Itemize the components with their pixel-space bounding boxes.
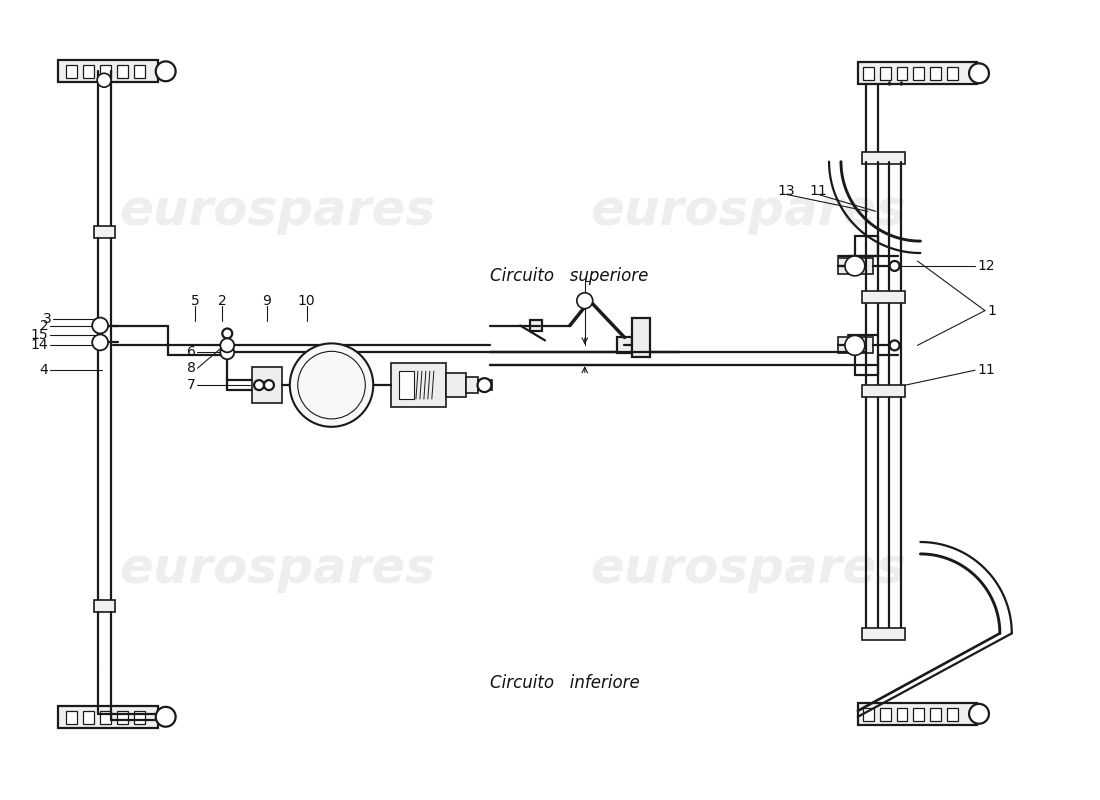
Bar xyxy=(931,67,942,80)
Bar xyxy=(632,318,650,358)
Bar xyxy=(947,708,958,721)
Text: eurospares: eurospares xyxy=(591,545,906,593)
Bar xyxy=(858,62,977,84)
Bar xyxy=(530,319,542,331)
Circle shape xyxy=(97,74,111,87)
Bar xyxy=(465,377,477,393)
Text: 9: 9 xyxy=(263,294,272,308)
Text: eurospares: eurospares xyxy=(119,187,435,235)
Circle shape xyxy=(254,380,264,390)
Circle shape xyxy=(477,378,492,392)
Bar xyxy=(58,706,157,728)
Circle shape xyxy=(92,318,108,334)
Text: 3: 3 xyxy=(43,311,52,326)
Bar xyxy=(862,708,873,721)
Circle shape xyxy=(264,380,274,390)
Bar xyxy=(861,629,904,640)
Bar xyxy=(58,60,157,82)
Circle shape xyxy=(890,261,900,271)
Bar xyxy=(95,226,116,238)
Text: Circuito   superiore: Circuito superiore xyxy=(491,267,649,285)
Circle shape xyxy=(156,707,176,726)
Text: 1: 1 xyxy=(987,304,996,318)
Bar xyxy=(477,380,493,390)
Circle shape xyxy=(890,341,900,350)
Bar xyxy=(84,711,95,724)
Bar xyxy=(117,711,128,724)
Bar xyxy=(896,708,907,721)
Bar xyxy=(66,66,77,78)
Text: Circuito   inferiore: Circuito inferiore xyxy=(491,674,640,692)
Bar xyxy=(896,67,907,80)
Bar xyxy=(880,67,891,80)
Bar xyxy=(862,67,873,80)
Text: 2: 2 xyxy=(218,294,227,308)
Text: 11: 11 xyxy=(810,185,827,198)
Bar xyxy=(84,66,95,78)
Circle shape xyxy=(845,335,865,355)
Bar xyxy=(913,708,924,721)
Bar xyxy=(947,67,958,80)
Bar xyxy=(392,363,446,407)
Text: 4: 4 xyxy=(40,363,48,378)
Bar xyxy=(100,711,111,724)
Text: 12: 12 xyxy=(977,259,994,273)
Circle shape xyxy=(220,346,234,359)
Bar xyxy=(838,258,872,274)
Circle shape xyxy=(220,338,234,352)
Bar xyxy=(861,290,904,302)
Text: 5: 5 xyxy=(191,294,200,308)
Circle shape xyxy=(969,704,989,724)
Bar xyxy=(861,152,904,164)
Bar xyxy=(858,703,977,725)
Circle shape xyxy=(92,334,108,350)
Bar xyxy=(399,371,414,399)
Text: 13: 13 xyxy=(778,185,795,198)
Circle shape xyxy=(156,62,176,82)
Circle shape xyxy=(222,329,232,338)
Text: eurospares: eurospares xyxy=(591,187,906,235)
Circle shape xyxy=(969,63,989,83)
Bar xyxy=(838,338,872,354)
Bar xyxy=(117,66,128,78)
Bar xyxy=(134,66,145,78)
Bar xyxy=(100,66,111,78)
Bar xyxy=(880,708,891,721)
Bar xyxy=(931,708,942,721)
Bar xyxy=(616,338,632,354)
Circle shape xyxy=(576,293,593,309)
Text: 8: 8 xyxy=(187,362,196,375)
Bar xyxy=(446,373,465,397)
Bar xyxy=(66,711,77,724)
Bar xyxy=(134,711,145,724)
Text: 11: 11 xyxy=(977,363,994,378)
Circle shape xyxy=(298,351,365,419)
Text: eurospares: eurospares xyxy=(119,545,435,593)
Text: 14: 14 xyxy=(31,338,48,352)
Text: 2: 2 xyxy=(40,318,48,333)
Bar xyxy=(252,367,282,403)
Text: 15: 15 xyxy=(31,329,48,342)
Circle shape xyxy=(845,256,865,276)
Text: 10: 10 xyxy=(298,294,316,308)
Text: 6: 6 xyxy=(187,346,196,359)
Circle shape xyxy=(289,343,373,427)
Bar xyxy=(913,67,924,80)
Bar xyxy=(861,385,904,397)
Text: 7: 7 xyxy=(187,378,196,392)
Bar xyxy=(95,600,116,611)
